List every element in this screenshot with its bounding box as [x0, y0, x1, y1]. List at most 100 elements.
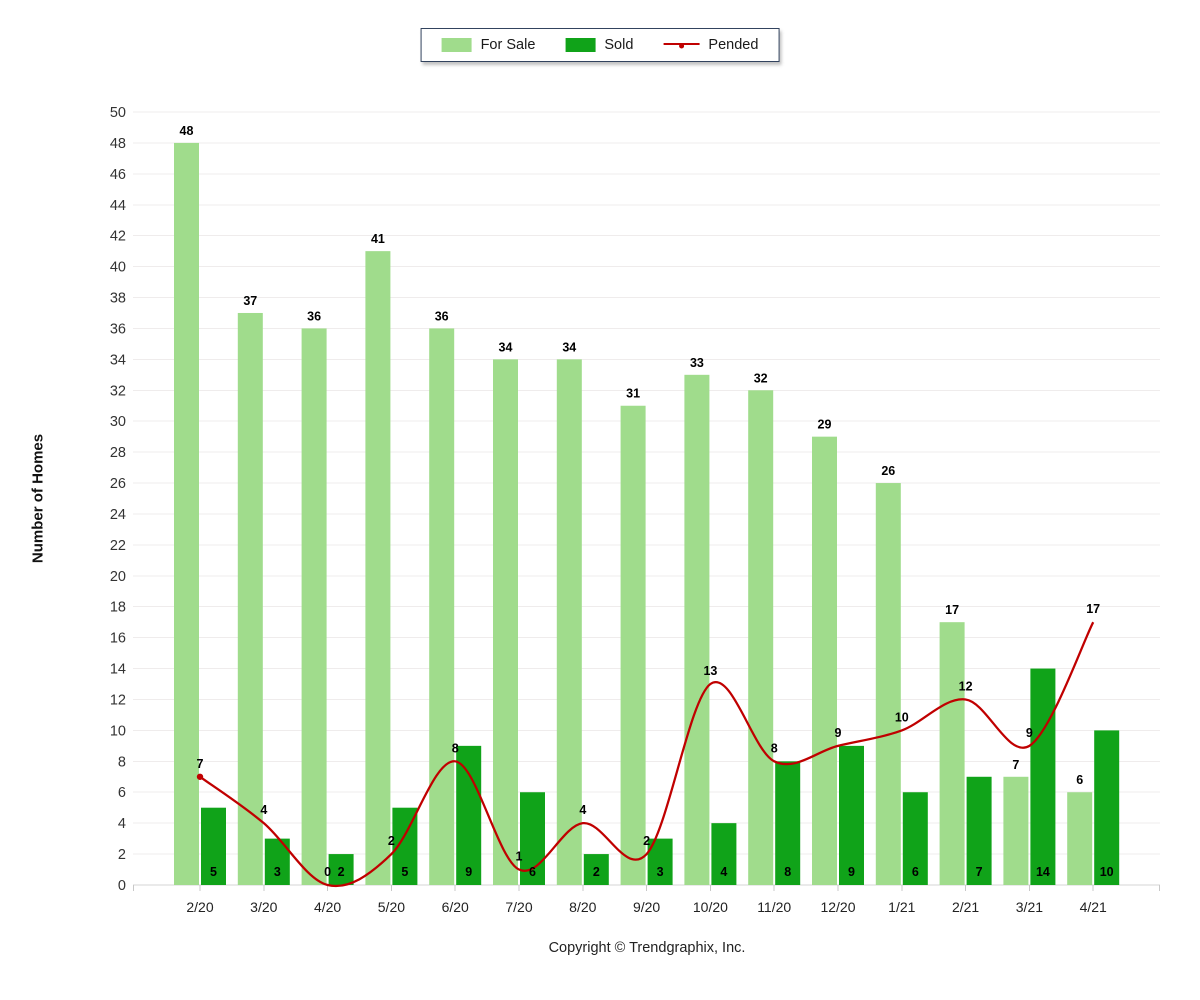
- sold-value-label: 6: [529, 865, 536, 879]
- bar-sold: [1030, 668, 1056, 885]
- for-sale-swatch-icon: [441, 38, 472, 52]
- y-tick-label: 4: [118, 816, 126, 832]
- for-sale-value-label: 17: [945, 603, 959, 617]
- y-tick-label: 48: [110, 136, 126, 152]
- for-sale-value-label: 34: [562, 340, 576, 354]
- legend-item-pended: Pended: [663, 37, 758, 53]
- y-tick-label: 10: [110, 723, 126, 739]
- bar-for-sale: [875, 483, 901, 885]
- x-tick-label: 6/20: [442, 899, 469, 915]
- for-sale-value-label: 31: [626, 387, 640, 401]
- sold-value-label: 3: [274, 865, 281, 879]
- pended-value-label: 2: [643, 834, 650, 848]
- x-tick-label: 2/21: [952, 899, 979, 915]
- bar-for-sale: [812, 436, 837, 885]
- bar-sold: [711, 823, 737, 885]
- bar-for-sale: [1067, 792, 1093, 885]
- pended-value-label: 13: [703, 664, 717, 678]
- y-tick-label: 46: [110, 167, 126, 183]
- pended-value-label: 0: [324, 865, 331, 879]
- y-tick-label: 0: [118, 878, 126, 894]
- legend-item-sold: Sold: [565, 37, 633, 53]
- x-tick-label: 8/20: [569, 899, 596, 915]
- for-sale-value-label: 36: [307, 309, 321, 323]
- bar-sold: [966, 776, 992, 885]
- pended-value-label: 10: [895, 710, 909, 724]
- bar-sold: [201, 807, 226, 885]
- for-sale-value-label: 48: [180, 124, 194, 138]
- y-tick-label: 8: [118, 754, 126, 770]
- pended-value-label: 8: [452, 741, 459, 755]
- y-tick-label: 50: [110, 105, 126, 121]
- bar-sold: [328, 854, 354, 885]
- y-tick-label: 22: [110, 538, 126, 554]
- pended-value-label: 9: [1026, 726, 1033, 740]
- y-axis-title: Number of Homes: [29, 433, 47, 564]
- x-tick-label: 1/21: [888, 899, 915, 915]
- pended-value-label: 4: [260, 803, 267, 817]
- bar-for-sale: [237, 312, 263, 886]
- sold-value-label: 3: [657, 865, 664, 879]
- bar-sold: [583, 854, 609, 885]
- bar-for-sale: [429, 328, 455, 885]
- bar-sold: [1094, 730, 1120, 885]
- x-tick-label: 10/20: [693, 899, 728, 915]
- y-tick-label: 28: [110, 445, 126, 461]
- sold-value-label: 8: [784, 865, 791, 879]
- for-sale-value-label: 41: [371, 232, 385, 246]
- y-tick-label: 24: [110, 507, 126, 523]
- pended-line-swatch-icon: [663, 43, 700, 49]
- bar-for-sale: [748, 390, 774, 885]
- pended-line: [199, 621, 1095, 888]
- sold-value-label: 2: [593, 865, 600, 879]
- sold-value-label: 9: [465, 865, 472, 879]
- for-sale-value-label: 6: [1076, 773, 1083, 787]
- pended-value-label: 8: [771, 741, 778, 755]
- pended-line-start-marker: [196, 773, 204, 780]
- x-tick-label: 9/20: [633, 899, 660, 915]
- legend-label-sold: Sold: [604, 37, 634, 53]
- for-sale-value-label: 37: [243, 294, 257, 308]
- for-sale-value-label: 26: [881, 464, 895, 478]
- sold-value-label: 14: [1036, 865, 1050, 879]
- pended-value-label: 2: [388, 834, 395, 848]
- sold-value-label: 9: [848, 865, 855, 879]
- y-tick-label: 2: [118, 847, 126, 863]
- x-tick-label: 7/20: [505, 899, 532, 915]
- y-tick-label: 30: [110, 414, 126, 430]
- x-tick-label: 4/21: [1080, 899, 1107, 915]
- bar-for-sale: [684, 374, 710, 885]
- bar-sold: [839, 745, 864, 885]
- x-tick-label: 4/20: [314, 899, 341, 915]
- for-sale-value-label: 32: [754, 371, 768, 385]
- pended-value-label: 4: [579, 803, 586, 817]
- y-tick-label: 20: [110, 569, 126, 585]
- pended-value-label: 12: [959, 679, 973, 693]
- bar-sold: [902, 792, 928, 885]
- y-tick-label: 26: [110, 476, 126, 492]
- bar-sold: [456, 745, 482, 885]
- y-tick-label: 12: [110, 692, 126, 708]
- for-sale-value-label: 36: [435, 309, 449, 323]
- bar-sold: [775, 761, 801, 885]
- x-tick-label: 11/20: [757, 899, 791, 915]
- y-tick-label: 6: [118, 785, 126, 801]
- pended-line-dot-icon: [678, 43, 684, 49]
- x-tick-label: 5/20: [378, 899, 405, 915]
- legend-item-for-sale: For Sale: [441, 37, 536, 53]
- bar-for-sale: [556, 359, 582, 885]
- bar-for-sale: [301, 328, 327, 885]
- legend-label-pended: Pended: [708, 37, 759, 53]
- legend-label-for-sale: For Sale: [480, 37, 536, 53]
- for-sale-value-label: 34: [499, 340, 513, 354]
- sold-value-label: 5: [401, 865, 408, 879]
- sold-value-label: 10: [1100, 865, 1114, 879]
- y-tick-label: 36: [110, 321, 126, 337]
- x-tick-label: 3/20: [250, 899, 277, 915]
- sold-value-label: 2: [338, 865, 345, 879]
- y-tick-label: 18: [110, 600, 126, 616]
- bar-for-sale: [1003, 776, 1029, 885]
- y-tick-label: 38: [110, 291, 126, 307]
